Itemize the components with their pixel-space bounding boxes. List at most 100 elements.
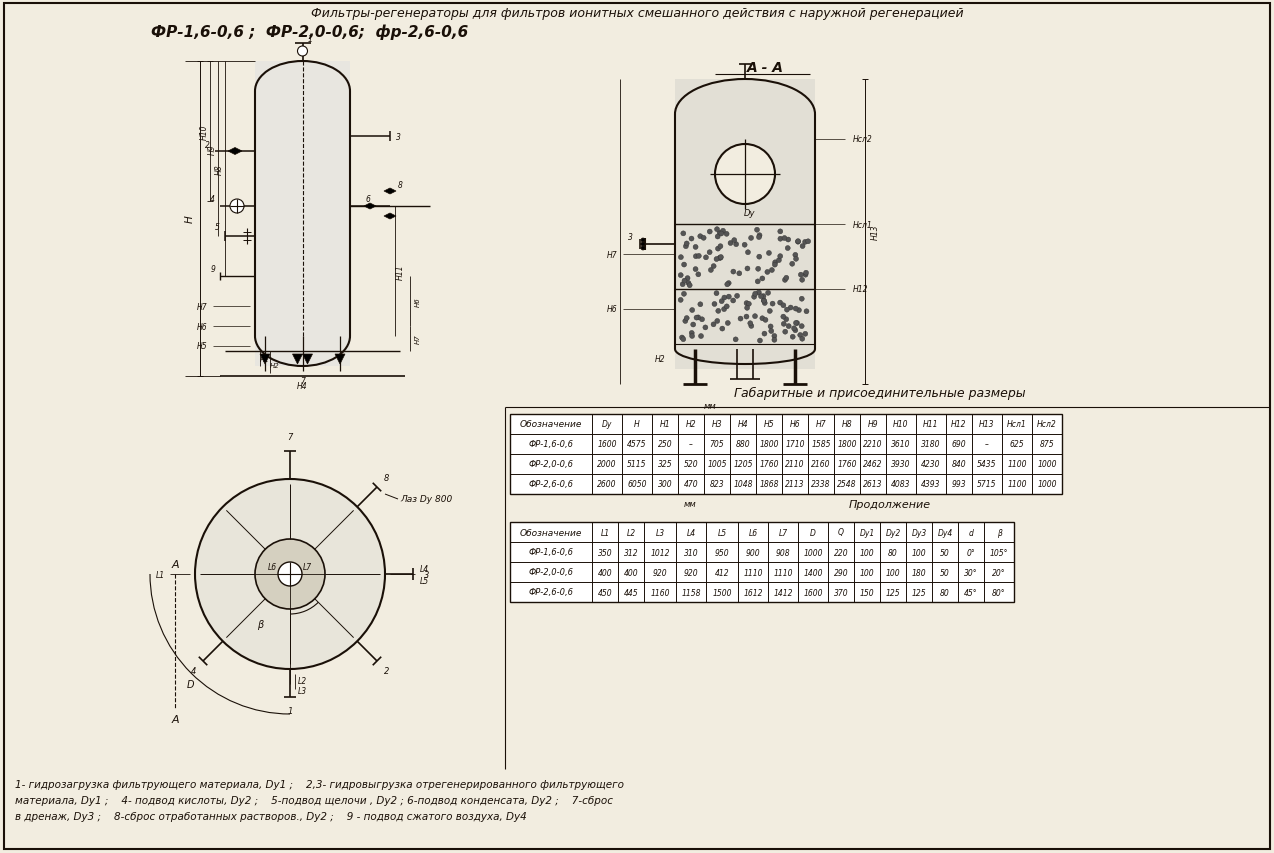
Text: H3: H3: [712, 420, 722, 429]
Circle shape: [711, 322, 716, 328]
Text: H8: H8: [842, 420, 852, 429]
Text: 312: 312: [624, 548, 638, 557]
Text: H2: H2: [270, 363, 280, 368]
Circle shape: [722, 296, 727, 301]
Circle shape: [784, 276, 789, 281]
Circle shape: [689, 237, 694, 241]
Bar: [510, 522, 1014, 602]
Text: 125: 125: [885, 588, 901, 597]
Text: 705: 705: [710, 440, 725, 449]
Circle shape: [725, 321, 730, 326]
Circle shape: [772, 334, 777, 339]
Text: 1800: 1800: [759, 440, 778, 449]
Text: 250: 250: [657, 440, 673, 449]
Text: H4: H4: [738, 420, 748, 429]
Text: –: –: [689, 440, 693, 449]
Circle shape: [708, 268, 713, 273]
Circle shape: [715, 235, 720, 240]
Text: 1048: 1048: [734, 480, 753, 489]
Circle shape: [767, 309, 772, 314]
Circle shape: [753, 292, 758, 297]
Text: 4083: 4083: [892, 480, 911, 489]
Circle shape: [757, 291, 762, 296]
Circle shape: [799, 297, 804, 302]
Text: Нсл1: Нсл1: [854, 220, 873, 229]
Circle shape: [792, 328, 798, 334]
Polygon shape: [364, 204, 376, 210]
Circle shape: [715, 145, 775, 205]
Circle shape: [721, 307, 726, 312]
Text: Dy1: Dy1: [860, 528, 875, 537]
Text: мм: мм: [703, 402, 716, 411]
Circle shape: [699, 317, 705, 322]
Text: H5: H5: [196, 342, 206, 351]
Circle shape: [694, 316, 699, 321]
Circle shape: [758, 339, 762, 344]
Circle shape: [794, 307, 799, 311]
Circle shape: [744, 301, 749, 306]
Text: Габаритные и присоединительные размеры: Габаритные и присоединительные размеры: [734, 386, 1026, 399]
Text: 1710: 1710: [785, 440, 805, 449]
Text: 2113: 2113: [785, 480, 805, 489]
Circle shape: [727, 241, 733, 247]
Text: 1205: 1205: [734, 460, 753, 469]
Circle shape: [719, 232, 724, 237]
Circle shape: [789, 305, 794, 310]
Text: 4: 4: [209, 195, 214, 204]
Circle shape: [747, 302, 752, 307]
Text: 2: 2: [205, 142, 209, 150]
Circle shape: [683, 245, 688, 249]
Text: Q: Q: [838, 528, 843, 537]
Polygon shape: [383, 189, 396, 194]
Circle shape: [734, 242, 739, 247]
Bar: [675, 80, 815, 369]
Circle shape: [759, 276, 764, 281]
Text: Продолжение: Продолжение: [848, 499, 931, 509]
Text: 4393: 4393: [921, 480, 940, 489]
Circle shape: [715, 319, 720, 324]
Circle shape: [680, 282, 685, 287]
Circle shape: [745, 251, 750, 255]
Circle shape: [778, 237, 784, 242]
Text: 1760: 1760: [759, 460, 778, 469]
Circle shape: [680, 337, 685, 342]
Circle shape: [759, 316, 764, 322]
Text: 7: 7: [288, 433, 293, 442]
Bar: [255, 62, 350, 367]
Circle shape: [762, 332, 767, 337]
Circle shape: [785, 308, 790, 313]
Circle shape: [716, 309, 721, 314]
Circle shape: [678, 273, 683, 278]
Circle shape: [298, 47, 307, 57]
Text: H12: H12: [854, 285, 869, 294]
Text: 3: 3: [424, 570, 429, 579]
Text: H9: H9: [868, 420, 878, 429]
Text: 80: 80: [888, 548, 898, 557]
Circle shape: [679, 335, 684, 340]
Text: мм: мм: [684, 500, 697, 509]
Circle shape: [786, 238, 791, 243]
Text: A: A: [171, 714, 178, 724]
Text: 5115: 5115: [627, 460, 647, 469]
Text: 105°: 105°: [990, 548, 1008, 557]
Text: 0°: 0°: [967, 548, 976, 557]
Text: Обозначение: Обозначение: [520, 420, 582, 429]
Circle shape: [725, 282, 730, 287]
Text: 5: 5: [214, 223, 219, 231]
Text: 1600: 1600: [803, 588, 823, 597]
Text: H8: H8: [214, 164, 223, 175]
Text: L7: L7: [778, 528, 787, 537]
Text: 5435: 5435: [977, 460, 996, 469]
Circle shape: [719, 245, 722, 249]
Text: 625: 625: [1010, 440, 1024, 449]
Circle shape: [766, 291, 771, 296]
Polygon shape: [260, 355, 270, 364]
Circle shape: [641, 247, 645, 251]
Polygon shape: [383, 214, 396, 220]
Text: 3610: 3610: [892, 440, 911, 449]
Circle shape: [755, 280, 761, 285]
Circle shape: [782, 236, 787, 241]
Circle shape: [772, 260, 777, 265]
Circle shape: [712, 302, 717, 307]
Circle shape: [786, 324, 791, 329]
